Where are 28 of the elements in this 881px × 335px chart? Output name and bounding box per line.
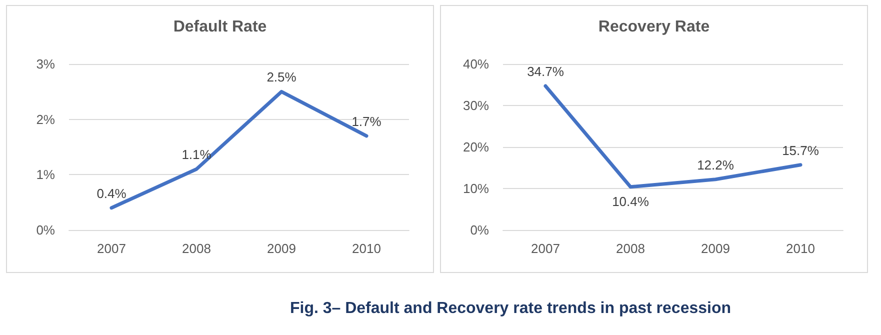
data-label: 0.4% xyxy=(96,186,127,201)
caption: Fig. 3– Default and Recovery rate trends in past recession xyxy=(288,300,732,318)
y-tick-label: 0% xyxy=(36,222,56,238)
data-label: 2.5% xyxy=(266,70,297,85)
x-tick-label: 2010 xyxy=(352,241,381,256)
data-label: 10.4% xyxy=(612,194,650,209)
y-tick-label: 10% xyxy=(462,181,490,196)
x-tick-label: 2008 xyxy=(182,241,211,256)
x-tick-label: 2010 xyxy=(786,241,815,256)
y-tick-label: 3% xyxy=(36,56,56,72)
y-tick-label: 20% xyxy=(462,140,490,154)
chart-title: Default Rate xyxy=(173,18,267,36)
y-tick-label: 2% xyxy=(36,112,56,127)
y-tick-label: 40% xyxy=(462,56,490,72)
data-label: 1.7% xyxy=(352,114,382,129)
y-tick-label: 30% xyxy=(462,98,490,113)
data-label: 15.7% xyxy=(782,142,820,158)
data-label: 1.1% xyxy=(182,147,212,162)
x-tick-label: 2009 xyxy=(267,241,296,256)
data-label: 12.2% xyxy=(697,157,734,172)
x-tick-label: 2007 xyxy=(531,241,560,256)
x-tick-label: 2007 xyxy=(97,241,126,256)
x-tick-label: 2008 xyxy=(616,241,645,256)
y-tick-label: 0% xyxy=(470,222,490,238)
data-label: 34.7% xyxy=(527,64,564,79)
y-tick-label: 1% xyxy=(36,167,56,182)
x-tick-label: 2009 xyxy=(701,241,730,256)
chart-title: Recovery Rate xyxy=(598,18,710,36)
